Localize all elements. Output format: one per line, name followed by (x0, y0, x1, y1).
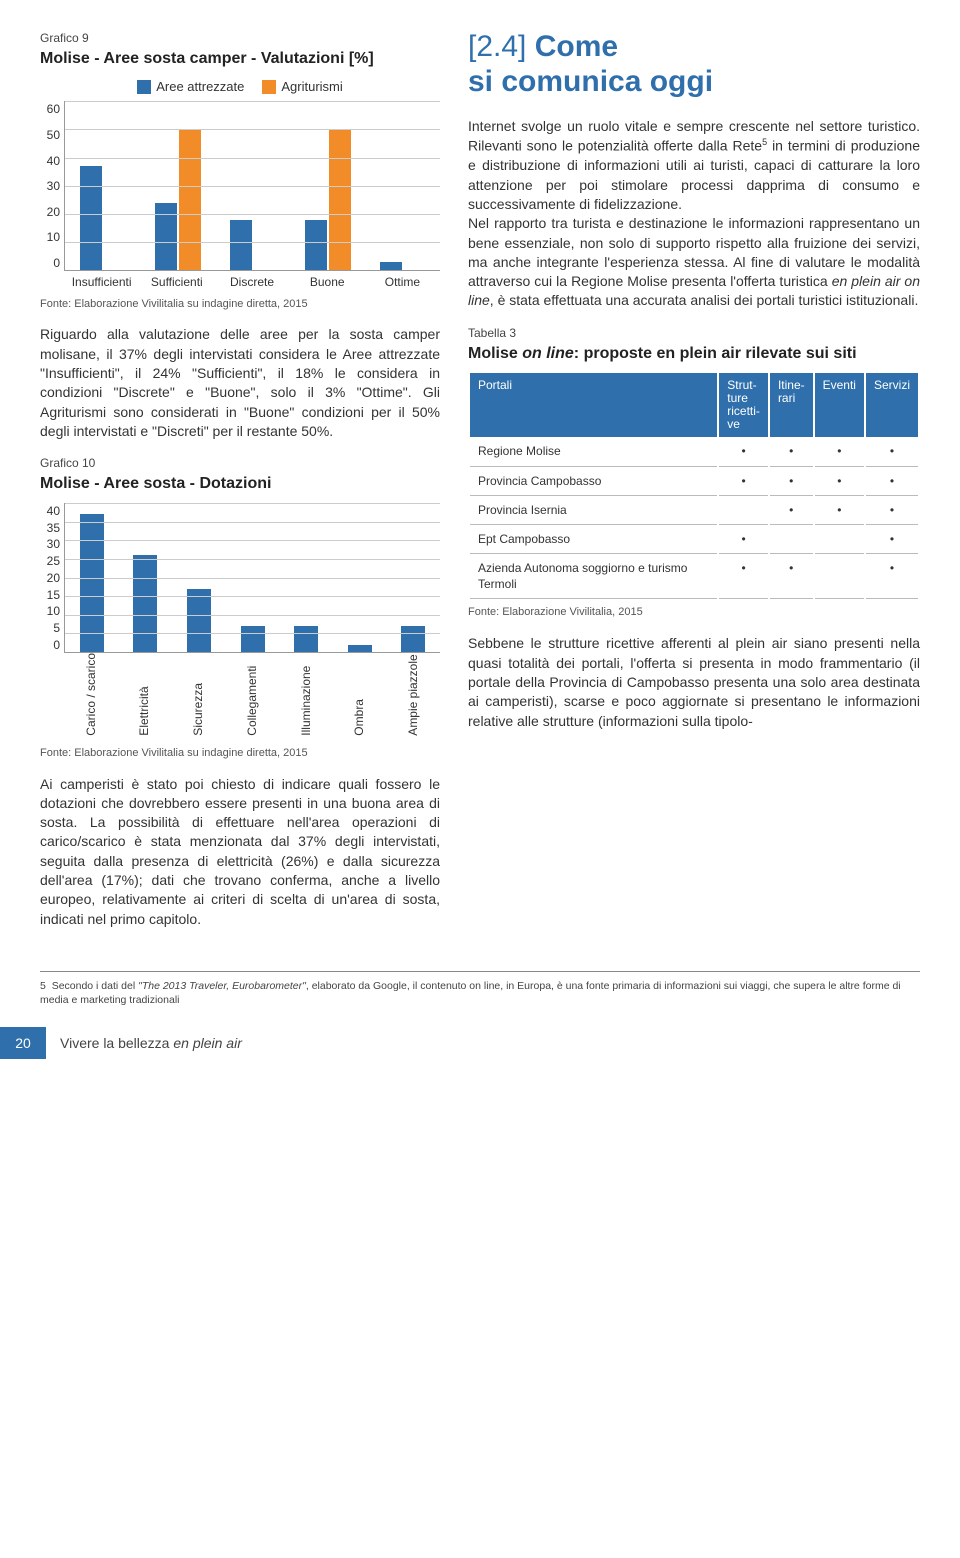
table-row: Provincia Isernia••• (470, 496, 918, 525)
section-heading: [2.4] Come si comunica oggi (468, 30, 920, 99)
chart10-title: Molise - Aree sosta - Dotazioni (40, 473, 440, 495)
left-para-1: Riguardo alla valutazione delle aree per… (40, 325, 440, 441)
table-row: Ept Campobasso•• (470, 525, 918, 554)
table3: PortaliStrut-turericetti-veItine-rariEve… (468, 373, 920, 600)
page-number: 20 (0, 1027, 46, 1059)
chart9-plot: 6050403020100 (40, 101, 440, 271)
chart10-source: Fonte: Elaborazione Vivilitalia su indag… (40, 746, 440, 761)
table-row: Regione Molise•••• (470, 437, 918, 466)
chart9-source: Fonte: Elaborazione Vivilitalia su indag… (40, 297, 440, 312)
chart9-title: Molise - Aree sosta camper - Valutazioni… (40, 48, 440, 70)
chart9-label: Grafico 9 (40, 30, 440, 46)
table3-source: Fonte: Elaborazione Vivilitalia, 2015 (468, 605, 920, 620)
legend-item: Agriturismi (262, 78, 342, 96)
footnote-separator (40, 971, 920, 972)
chart10-xlabels: Carico / scaricoElettricitàSicurezzaColl… (64, 653, 440, 740)
table3-title: Molise on line: proposte en plein air ri… (468, 343, 920, 365)
table-header: Portali (470, 373, 717, 438)
chart9-legend: Aree attrezzate Agriturismi (40, 78, 440, 96)
right-para-2: Sebbene le strutture ricettive afferenti… (468, 634, 920, 731)
page-footer: 20 Vivere la bellezza en plein air (0, 1027, 920, 1059)
left-para-2: Ai camperisti è stato poi chiesto di ind… (40, 775, 440, 930)
table-header: Servizi (866, 373, 918, 438)
footnote-5: 5 Secondo i dati del "The 2013 Traveler,… (40, 980, 920, 1007)
table-row: Provincia Campobasso•••• (470, 467, 918, 496)
chart10-plot: 4035302520151050 (40, 503, 440, 653)
table-header: Strut-turericetti-ve (719, 373, 768, 438)
chart9-xlabels: InsufficientiSufficientiDiscreteBuoneOtt… (64, 271, 440, 290)
chart10-label: Grafico 10 (40, 455, 440, 471)
table-header: Itine-rari (770, 373, 813, 438)
footer-title: Vivere la bellezza en plein air (60, 1034, 242, 1053)
table-row: Azienda Autonoma soggiorno e turismo Ter… (470, 554, 918, 599)
legend-item: Aree attrezzate (137, 78, 244, 96)
right-para-1: Internet svolge un ruolo vitale e sempre… (468, 117, 920, 311)
table3-label: Tabella 3 (468, 325, 920, 341)
table-header: Eventi (815, 373, 864, 438)
